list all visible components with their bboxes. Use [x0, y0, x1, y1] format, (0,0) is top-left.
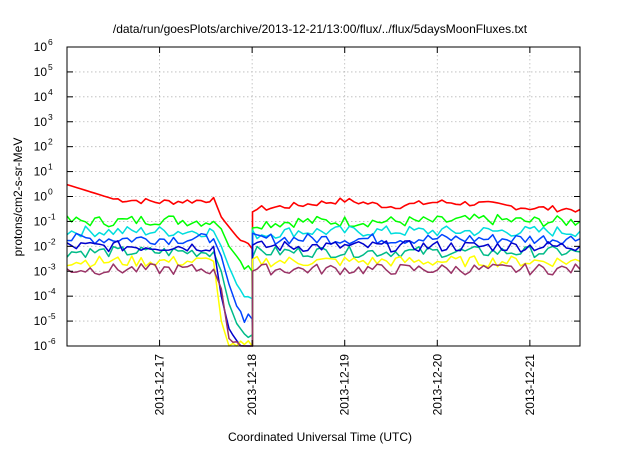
y-tick-label: 10: [34, 165, 48, 179]
y-tick-exponent: -3: [48, 261, 56, 271]
y-tick-label: 10: [34, 65, 48, 79]
y-tick-label: 10: [34, 289, 48, 303]
x-tick-label: 2013-12-21: [523, 354, 537, 416]
y-tick-exponent: -2: [48, 236, 56, 246]
y-tick-exponent: 3: [48, 112, 53, 122]
y-tick-exponent: -6: [48, 336, 56, 346]
x-tick-label: 2013-12-17: [153, 354, 167, 416]
y-tick-label: 10: [34, 90, 48, 104]
y-tick-label: 10: [34, 115, 48, 129]
y-tick-exponent: 0: [48, 187, 53, 197]
y-tick-label: 10: [34, 339, 48, 353]
x-tick-label: 2013-12-19: [338, 354, 352, 416]
x-axis-label: Coordinated Universal Time (UTC): [227, 430, 413, 444]
x-tick-label: 2013-12-20: [430, 354, 444, 416]
series-line: [66, 232, 581, 347]
series-line: [66, 263, 581, 347]
y-tick-label: 10: [34, 190, 48, 204]
series-line: [66, 240, 581, 347]
x-tick-label: 2013-12-18: [245, 354, 259, 416]
series-line: [66, 255, 581, 347]
y-tick-label: 10: [34, 140, 48, 154]
y-tick-label: 10: [34, 214, 48, 228]
y-tick-label: 10: [34, 40, 48, 54]
y-tick-label: 10: [34, 239, 48, 253]
y-tick-label: 10: [34, 314, 48, 328]
y-tick-exponent: -1: [48, 211, 56, 221]
y-tick-exponent: 4: [48, 87, 53, 97]
chart-title: /data/run/goesPlots/archive/2013-12-21/1…: [112, 22, 528, 36]
series-line: [66, 183, 581, 347]
series-line: [66, 213, 581, 347]
y-tick-exponent: 2: [48, 137, 53, 147]
y-tick-exponent: 6: [48, 37, 53, 47]
y-axis-label: protons/cm2-s-sr-MeV: [11, 137, 25, 257]
y-tick-exponent: 5: [48, 62, 53, 72]
y-tick-exponent: -5: [48, 311, 56, 321]
y-tick-exponent: 1: [48, 162, 53, 172]
series-line: [66, 225, 581, 347]
y-tick-exponent: -4: [48, 286, 56, 296]
y-tick-label: 10: [34, 264, 48, 278]
